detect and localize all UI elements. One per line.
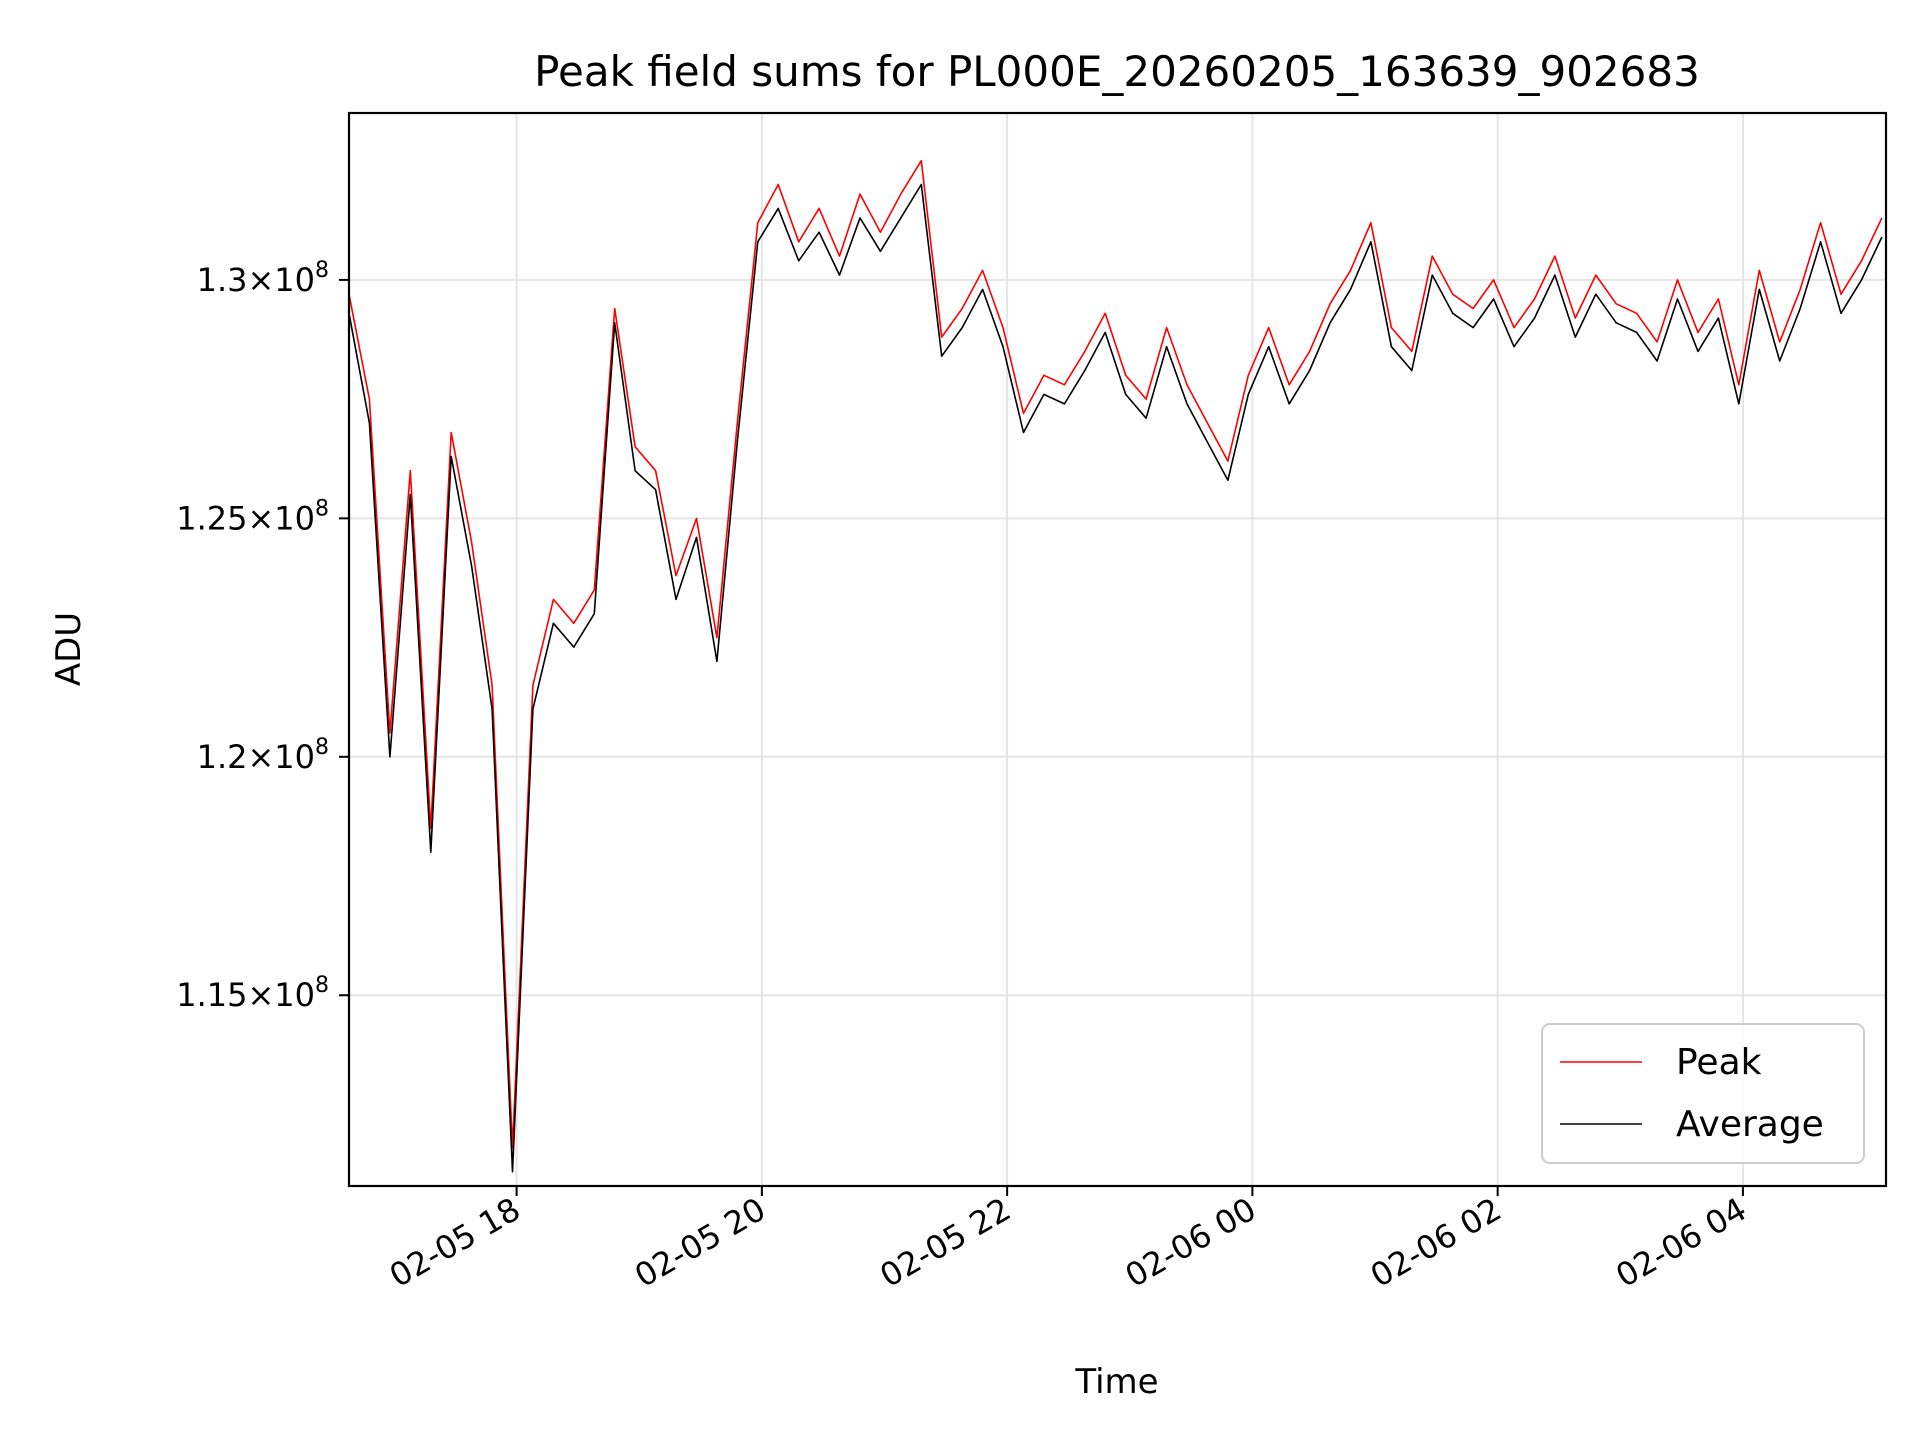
series-line-average xyxy=(348,183,1883,1173)
chart-title: Peak field sums for PL000E_20260205_1636… xyxy=(534,47,1700,96)
x-axis-label: Time xyxy=(1074,1362,1158,1402)
y-axis: 1.15×108 1.2×108 1.25×108 1.3×108 xyxy=(176,258,349,1014)
y-tick-label: 1.25×108 xyxy=(176,496,329,537)
y-axis-label: ADU xyxy=(49,612,89,686)
series-layer xyxy=(348,159,1883,1173)
y-tick-label: 1.2×108 xyxy=(197,735,329,776)
grid xyxy=(349,113,1886,1186)
y-tick-label: 1.3×108 xyxy=(197,258,329,299)
legend-label-peak: Peak xyxy=(1676,1042,1762,1083)
y-tick-label: 1.15×108 xyxy=(176,973,329,1014)
legend-label-average: Average xyxy=(1676,1104,1824,1145)
legend: Peak Average xyxy=(1541,1023,1865,1164)
series-line-peak xyxy=(348,159,1883,1149)
legend-box xyxy=(1541,1023,1865,1164)
plot-frame xyxy=(347,111,1888,1188)
